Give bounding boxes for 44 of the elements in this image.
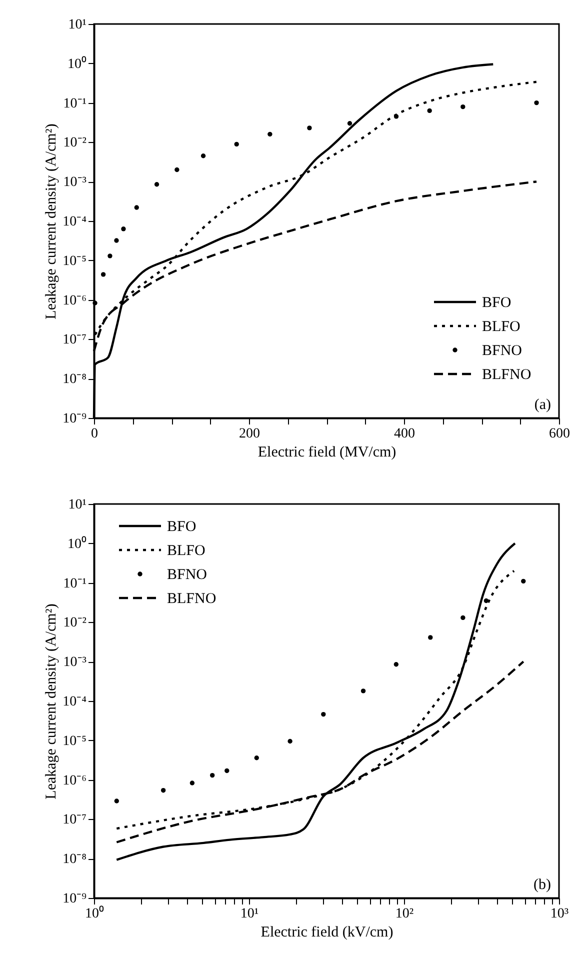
y-axis-title: Leakage current density (A/cm²) [44,124,60,320]
x-axis-title: Electric field (kV/cm) [260,924,394,940]
y-tick-label: 10⁰ [68,56,86,72]
y-tick-label: 10⁻⁷ [62,332,87,348]
y-axis-title: Leakage current density (A/cm²) [44,604,60,800]
annotation: (b) [534,877,551,893]
y-tick-label: 10⁻⁹ [62,892,87,906]
legend-label: BLFO [167,543,206,559]
y-tick-label: 10⁻⁵ [62,734,87,749]
x-tick-label: 400 [394,426,415,442]
y-tick-label: 10⁻³ [63,655,86,670]
y-tick-label: 10⁻⁷ [62,812,87,828]
y-tick-label: 10⁻² [63,136,86,151]
legend-label: BFNO [482,343,522,359]
annotation: (a) [534,397,551,413]
legend-label: BLFNO [482,367,532,383]
y-tick-label: 10⁻⁴ [62,214,87,230]
x-tick-label: 600 [549,426,570,442]
y-tick-label: 10⁰ [68,536,86,552]
legend-label: BLFO [482,319,521,335]
x-tick-label: 200 [239,426,260,442]
legend-label: BFO [167,519,196,535]
y-tick-label: 10⁻⁸ [62,372,87,388]
y-tick-label: 10⁻⁴ [62,694,87,710]
y-tick-label: 10⁻⁶ [62,773,87,788]
x-tick-label: 10² [395,906,414,922]
legend-label: BFO [482,295,512,311]
y-tick-label: 10⁻⁸ [62,852,87,868]
y-tick-label: 10⁻⁶ [62,293,87,308]
y-tick-label: 10⁻⁹ [62,412,87,426]
y-tick-label: 10⁻⁵ [62,254,87,269]
y-tick-label: 10¹ [68,498,86,512]
legend-label: BFNO [167,567,208,583]
x-axis-title: Electric field (MV/cm) [258,444,396,460]
x-tick-label: 10³ [550,906,569,922]
y-tick-label: 10⁻² [63,616,86,631]
x-tick-label: 10¹ [240,906,259,922]
y-tick-label: 10⁻¹ [63,96,86,112]
x-tick-label: 10⁰ [85,906,104,922]
y-tick-label: 10¹ [68,18,86,32]
x-tick-label: 0 [91,426,98,442]
legend-label: BLFNO [167,591,216,607]
y-tick-label: 10⁻¹ [63,576,86,592]
y-tick-label: 10⁻³ [63,175,86,190]
